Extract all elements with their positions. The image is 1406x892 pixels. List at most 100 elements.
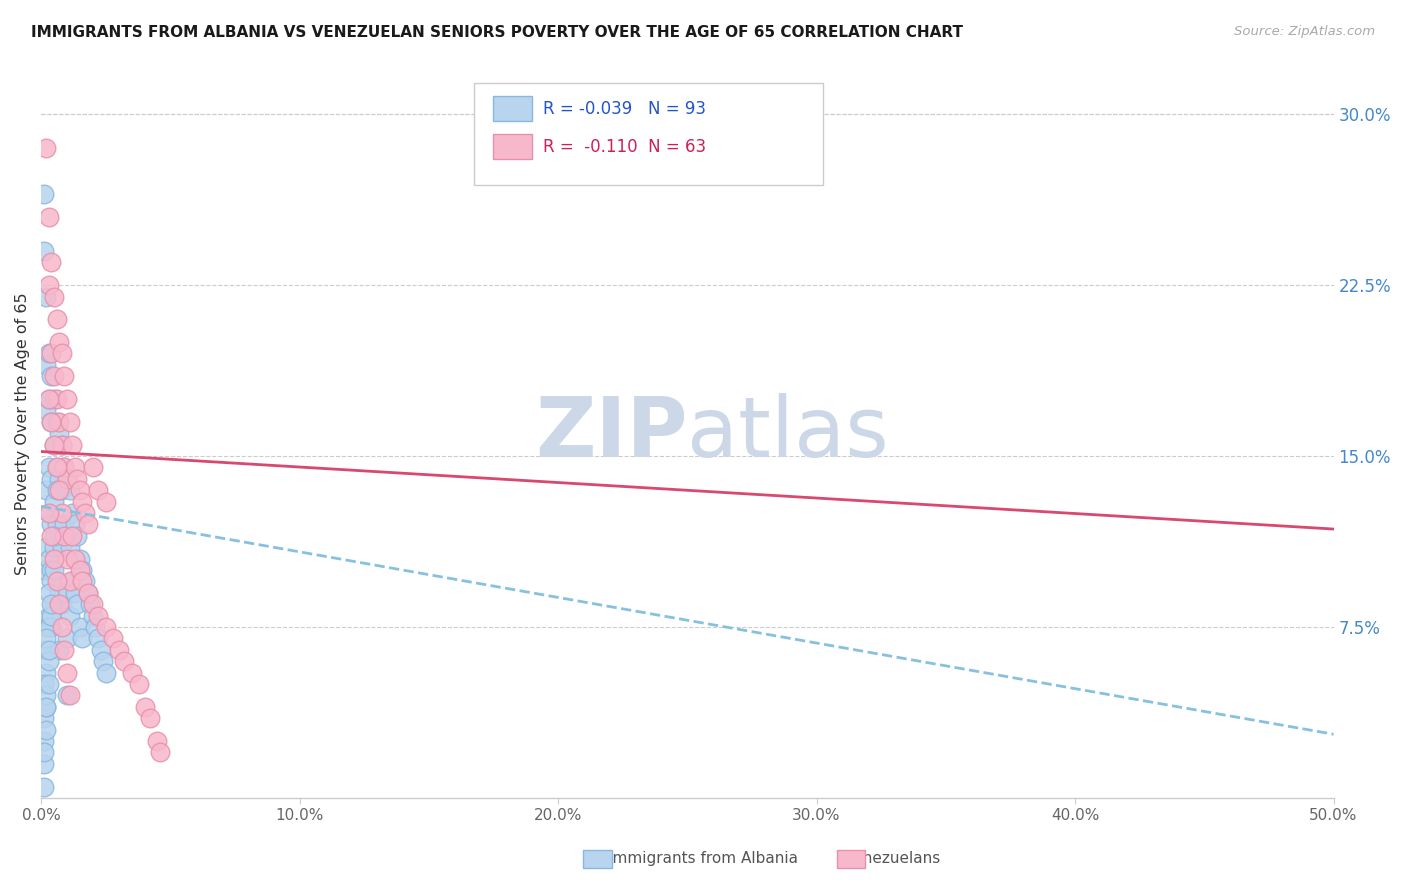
Point bbox=[103, 632, 125, 646]
Point bbox=[76, 517, 98, 532]
Point bbox=[56, 689, 79, 703]
Point bbox=[56, 551, 79, 566]
Text: atlas: atlas bbox=[688, 392, 889, 474]
Point bbox=[45, 483, 67, 498]
Point bbox=[48, 529, 70, 543]
Point bbox=[42, 438, 65, 452]
Point bbox=[32, 756, 55, 771]
Point bbox=[146, 734, 169, 748]
Point bbox=[38, 654, 60, 668]
Point bbox=[41, 563, 63, 577]
Point bbox=[35, 289, 58, 303]
Point bbox=[35, 541, 58, 555]
Point bbox=[45, 574, 67, 589]
Bar bbox=[494, 95, 533, 121]
Point bbox=[51, 620, 73, 634]
Point bbox=[38, 392, 60, 406]
Point bbox=[63, 586, 86, 600]
Point bbox=[41, 574, 63, 589]
Point bbox=[53, 586, 76, 600]
Point bbox=[32, 186, 55, 201]
Point bbox=[45, 460, 67, 475]
Point bbox=[32, 563, 55, 577]
Point bbox=[94, 494, 117, 508]
Point bbox=[42, 551, 65, 566]
Point bbox=[42, 289, 65, 303]
Point bbox=[60, 529, 83, 543]
Point bbox=[41, 608, 63, 623]
Point bbox=[73, 574, 96, 589]
Point bbox=[38, 677, 60, 691]
Point bbox=[48, 415, 70, 429]
Point bbox=[38, 506, 60, 520]
Point bbox=[42, 597, 65, 611]
Point bbox=[56, 586, 79, 600]
Point bbox=[66, 472, 89, 486]
Point bbox=[41, 517, 63, 532]
Point bbox=[73, 506, 96, 520]
Point bbox=[58, 483, 80, 498]
Point bbox=[56, 392, 79, 406]
Point bbox=[82, 597, 104, 611]
Point bbox=[48, 426, 70, 441]
Text: R =  -0.110  N = 63: R = -0.110 N = 63 bbox=[543, 137, 706, 155]
Point bbox=[58, 541, 80, 555]
Point bbox=[42, 438, 65, 452]
Point bbox=[45, 312, 67, 326]
Point bbox=[134, 699, 156, 714]
Point bbox=[38, 586, 60, 600]
Point bbox=[38, 620, 60, 634]
Point bbox=[72, 632, 94, 646]
Point bbox=[41, 415, 63, 429]
Point bbox=[32, 244, 55, 258]
Point bbox=[45, 460, 67, 475]
Point bbox=[53, 369, 76, 384]
Point bbox=[112, 654, 135, 668]
Point bbox=[32, 711, 55, 725]
Point bbox=[32, 746, 55, 760]
Point bbox=[53, 460, 76, 475]
Point bbox=[41, 620, 63, 634]
Point bbox=[87, 483, 110, 498]
Point bbox=[38, 608, 60, 623]
Point bbox=[41, 472, 63, 486]
Text: ZIP: ZIP bbox=[534, 392, 688, 474]
Point bbox=[41, 415, 63, 429]
Point bbox=[45, 574, 67, 589]
Point bbox=[60, 438, 83, 452]
Point bbox=[94, 665, 117, 680]
Point bbox=[66, 597, 89, 611]
Point bbox=[63, 460, 86, 475]
Point bbox=[45, 415, 67, 429]
Point bbox=[42, 392, 65, 406]
Point bbox=[90, 643, 112, 657]
Point bbox=[58, 689, 80, 703]
Point bbox=[48, 472, 70, 486]
Point bbox=[35, 699, 58, 714]
Point bbox=[48, 586, 70, 600]
Point bbox=[138, 711, 160, 725]
Point bbox=[56, 665, 79, 680]
Point bbox=[69, 483, 91, 498]
Point bbox=[32, 643, 55, 657]
Point bbox=[51, 346, 73, 360]
Point bbox=[35, 689, 58, 703]
Point bbox=[41, 369, 63, 384]
Point bbox=[58, 574, 80, 589]
Point bbox=[38, 346, 60, 360]
Point bbox=[38, 551, 60, 566]
Point bbox=[42, 494, 65, 508]
Point bbox=[63, 517, 86, 532]
Point bbox=[79, 597, 101, 611]
Point bbox=[56, 529, 79, 543]
Point bbox=[41, 529, 63, 543]
Point bbox=[42, 541, 65, 555]
Point bbox=[48, 597, 70, 611]
Point bbox=[35, 665, 58, 680]
Point bbox=[42, 563, 65, 577]
Point bbox=[53, 643, 76, 657]
Point bbox=[38, 643, 60, 657]
Point bbox=[32, 677, 55, 691]
Point bbox=[35, 141, 58, 155]
Point bbox=[58, 415, 80, 429]
